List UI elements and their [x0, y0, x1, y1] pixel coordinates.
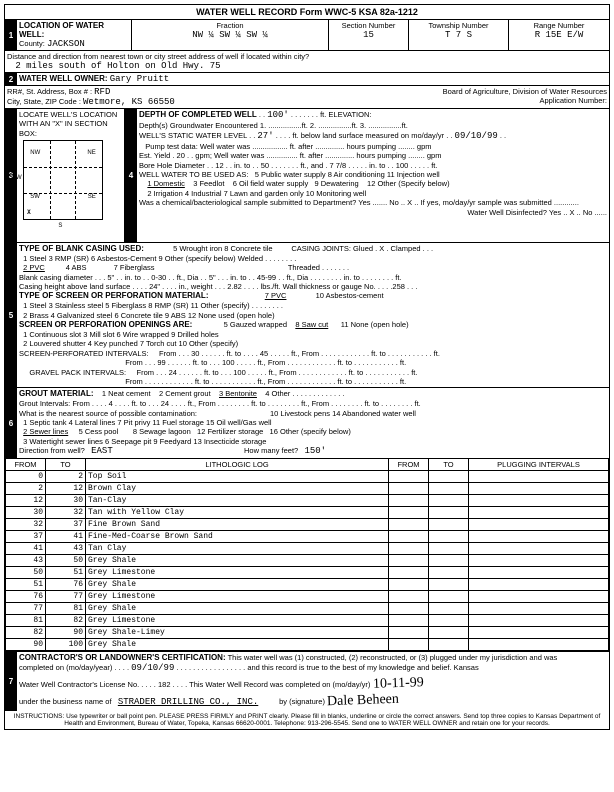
appnum: Application Number:: [539, 96, 607, 105]
section-7-num: 7: [5, 652, 17, 710]
township-lbl: Township Number: [411, 21, 506, 30]
instructions: INSTRUCTIONS: Use typewriter or ball poi…: [5, 711, 609, 729]
section-1-row: 1 LOCATION OF WATER WELL: County: JACKSO…: [5, 19, 609, 50]
city-lbl: City, State, ZIP Code :: [7, 97, 81, 106]
x-mark: X: [27, 209, 31, 216]
table-row: 3032Tan with Yellow Clay: [6, 507, 609, 519]
table-row: 5051Grey Limestone: [6, 567, 609, 579]
table-row: 4143Tan Clay: [6, 543, 609, 555]
table-row: 7677Grey Limestone: [6, 591, 609, 603]
section-lbl: Section Number: [331, 21, 406, 30]
grout-section: GROUT MATERIAL: 1 Neat cement 2 Cement g…: [17, 388, 609, 458]
table-row: 7781Grey Shale: [6, 603, 609, 615]
loc-title: LOCATION OF WATER WELL:: [19, 21, 129, 39]
form-header: WATER WELL RECORD Form WWC-5 KSA 82a-121…: [5, 5, 609, 19]
county: JACKSON: [47, 39, 85, 49]
section-1-num: 1: [5, 20, 17, 50]
table-row: 4350Grey Shale: [6, 555, 609, 567]
section-2-num: 2: [5, 73, 17, 85]
table-row: 1230Tan-Clay: [6, 495, 609, 507]
township: T 7 S: [411, 30, 506, 40]
table-row: 8290Grey Shale-Limey: [6, 627, 609, 639]
range: R 15E E/W: [511, 30, 607, 40]
fraction: NW ¼ SW ¼ SW ¼: [134, 30, 326, 40]
owner-title: WATER WELL OWNER:: [19, 74, 108, 83]
table-row: 5176Grey Shale: [6, 579, 609, 591]
owner-name: Gary Pruitt: [110, 74, 169, 84]
section-5-num: 5: [5, 243, 17, 388]
table-row: 3741Fine-Med-Coarse Brown Sand: [6, 531, 609, 543]
table-row: 90100Grey Shale: [6, 639, 609, 651]
fraction-lbl: Fraction: [134, 21, 326, 30]
section-box: NW NE SW SE W X S: [23, 140, 103, 220]
water-well-record-form: WATER WELL RECORD Form WWC-5 KSA 82a-121…: [4, 4, 610, 730]
county-lbl: County:: [19, 39, 45, 48]
city: Wetmore, KS 66550: [83, 97, 175, 107]
addr-lbl: RR#, St. Address, Box # :: [7, 87, 92, 96]
lithologic-log-table: FROM TO LITHOLOGIC LOG FROM TO PLUGGING …: [5, 458, 609, 651]
section-4-num: 4: [125, 109, 137, 242]
dist-lbl: Distance and direction from nearest town…: [7, 52, 309, 61]
table-row: 02Top Soil: [6, 471, 609, 483]
table-row: 8182Grey Limestone: [6, 615, 609, 627]
locate-title: LOCATE WELL'S LOCATION WITH AN "X" IN SE…: [19, 110, 122, 138]
signature: Dale Beheen: [327, 691, 399, 711]
section-6-num: 6: [5, 388, 17, 458]
table-row: 212Brown Clay: [6, 483, 609, 495]
board: Board of Agriculture, Division of Water …: [443, 87, 607, 96]
addr: RFD: [94, 87, 110, 97]
range-lbl: Range Number: [511, 21, 607, 30]
cert-section: CONTRACTOR'S OR LANDOWNER'S CERTIFICATIO…: [17, 652, 609, 710]
casing-section: TYPE OF BLANK CASING USED: 5 Wrought iro…: [17, 243, 609, 388]
depth-section: DEPTH OF COMPLETED WELL . . 100' . . . .…: [137, 109, 609, 242]
table-row: 3237Fine Brown Sand: [6, 519, 609, 531]
section: 15: [331, 30, 406, 40]
dist: 2 miles south of Holton on Old Hwy. 75: [15, 61, 220, 71]
